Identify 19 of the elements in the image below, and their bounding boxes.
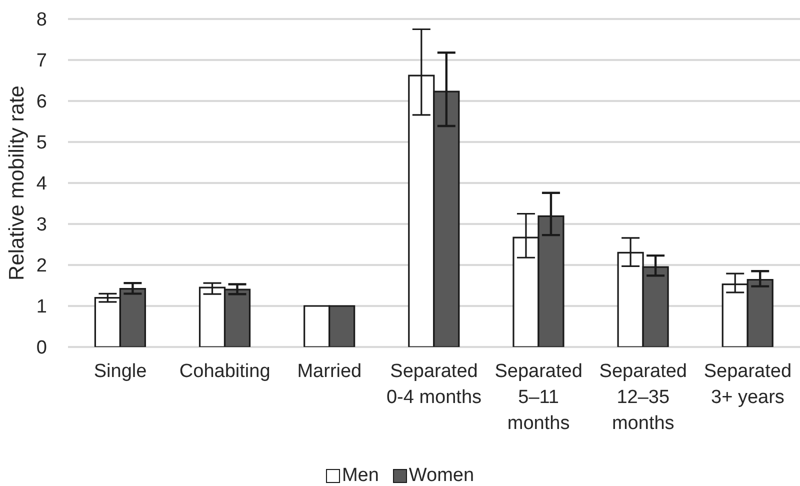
y-tick-label: 7 [36, 50, 47, 72]
y-tick-label: 5 [36, 132, 47, 154]
x-tick-label: Separated 0-4 months [386, 361, 482, 408]
x-tick-label: Separated 3+ years [704, 361, 792, 408]
y-tick-label: 4 [36, 174, 48, 195]
y-axis-title: Relative mobility rate [6, 86, 28, 280]
x-tick-label: Separated 5–11 months [494, 361, 582, 434]
x-tick-label: Cohabiting [179, 361, 270, 382]
y-tick-label: 3 [36, 214, 47, 236]
legend-label: Women [408, 465, 474, 486]
y-tick-label: 0 [36, 338, 47, 359]
y-tick-label: 2 [36, 256, 47, 277]
x-tick-label: Single [94, 361, 147, 382]
x-tick-label: Separated 12–35 months [599, 361, 687, 434]
x-tick-label: Married [297, 361, 362, 382]
y-tick-label: 1 [36, 296, 47, 318]
legend-label: Men [342, 465, 379, 486]
y-tick-label: 6 [36, 92, 47, 113]
y-tick-label: 8 [36, 10, 47, 31]
